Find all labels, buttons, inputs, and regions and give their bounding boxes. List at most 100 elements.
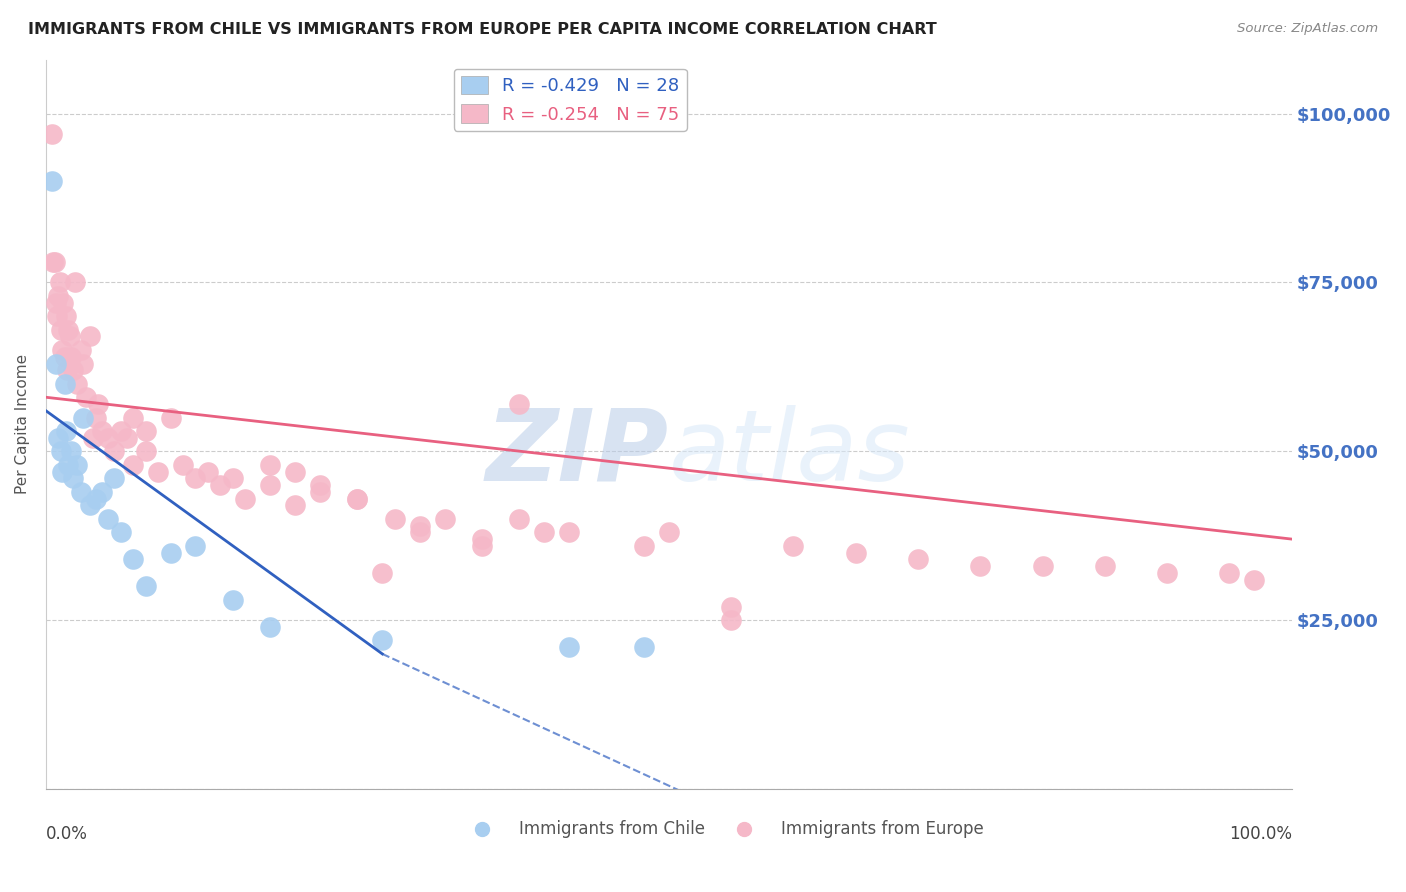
Point <box>209 478 232 492</box>
Point <box>720 613 742 627</box>
Point <box>633 640 655 655</box>
Point <box>51 343 73 357</box>
Point <box>184 471 207 485</box>
Point <box>58 323 80 337</box>
Text: IMMIGRANTS FROM CHILE VS IMMIGRANTS FROM EUROPE PER CAPITA INCOME CORRELATION CH: IMMIGRANTS FROM CHILE VS IMMIGRANTS FROM… <box>28 22 936 37</box>
Legend: R = -0.429   N = 28, R = -0.254   N = 75: R = -0.429 N = 28, R = -0.254 N = 75 <box>454 69 688 131</box>
Point <box>70 343 93 357</box>
Point <box>103 444 125 458</box>
Point <box>259 478 281 492</box>
Point <box>115 431 138 445</box>
Point <box>284 465 307 479</box>
Point <box>371 633 394 648</box>
Point <box>122 458 145 472</box>
Point <box>845 546 868 560</box>
Point <box>533 525 555 540</box>
Point <box>222 593 245 607</box>
Point <box>59 350 82 364</box>
Point <box>309 478 332 492</box>
Point <box>87 397 110 411</box>
Point <box>471 532 494 546</box>
Point <box>45 357 67 371</box>
Point <box>56 363 79 377</box>
Point <box>91 424 114 438</box>
Point <box>558 640 581 655</box>
Point <box>172 458 194 472</box>
Text: Source: ZipAtlas.com: Source: ZipAtlas.com <box>1237 22 1378 36</box>
Point <box>471 539 494 553</box>
Point <box>51 465 73 479</box>
Point <box>103 471 125 485</box>
Point <box>82 431 104 445</box>
Text: 0.0%: 0.0% <box>46 825 87 844</box>
Point <box>75 390 97 404</box>
Point <box>84 410 107 425</box>
Point <box>59 444 82 458</box>
Text: 100.0%: 100.0% <box>1229 825 1292 844</box>
Point <box>969 559 991 574</box>
Point <box>558 525 581 540</box>
Point <box>409 518 432 533</box>
Point <box>259 620 281 634</box>
Point <box>49 444 72 458</box>
Point <box>122 410 145 425</box>
Point <box>197 465 219 479</box>
Point <box>48 431 70 445</box>
Point <box>159 410 181 425</box>
Point <box>371 566 394 580</box>
Point <box>72 410 94 425</box>
Point <box>52 295 75 310</box>
Point <box>62 363 84 377</box>
Point <box>658 525 681 540</box>
Point <box>907 552 929 566</box>
Point <box>48 276 70 290</box>
Point <box>1218 566 1240 580</box>
Point <box>782 539 804 553</box>
Point <box>46 310 69 324</box>
Point <box>41 174 63 188</box>
Point <box>70 484 93 499</box>
Point <box>59 329 82 343</box>
Point <box>309 484 332 499</box>
Point <box>1156 566 1178 580</box>
Point <box>79 329 101 343</box>
Point <box>384 512 406 526</box>
Point <box>110 424 132 438</box>
Point <box>66 376 89 391</box>
Point <box>44 255 66 269</box>
Y-axis label: Per Capita Income: Per Capita Income <box>15 354 30 494</box>
Point <box>53 350 76 364</box>
Point <box>49 323 72 337</box>
Point <box>84 491 107 506</box>
Point <box>346 491 368 506</box>
Point <box>97 431 120 445</box>
Point <box>58 458 80 472</box>
Point <box>346 491 368 506</box>
Text: ZIP: ZIP <box>486 405 669 502</box>
Point <box>1243 573 1265 587</box>
Point <box>1032 559 1054 574</box>
Point <box>97 512 120 526</box>
Point <box>135 579 157 593</box>
Point <box>1094 559 1116 574</box>
Point <box>284 499 307 513</box>
Point <box>55 424 77 438</box>
Point <box>41 127 63 141</box>
Point <box>55 310 77 324</box>
Point <box>720 599 742 614</box>
Text: Immigrants from Europe: Immigrants from Europe <box>780 820 984 838</box>
Point <box>45 295 67 310</box>
Point <box>48 289 70 303</box>
Point <box>42 255 65 269</box>
Point <box>508 397 530 411</box>
Point <box>110 525 132 540</box>
Point <box>259 458 281 472</box>
Point <box>79 499 101 513</box>
Text: atlas: atlas <box>669 405 911 502</box>
Point <box>184 539 207 553</box>
Point <box>53 376 76 391</box>
Point <box>91 484 114 499</box>
Point <box>72 357 94 371</box>
Point <box>135 424 157 438</box>
Point <box>433 512 456 526</box>
